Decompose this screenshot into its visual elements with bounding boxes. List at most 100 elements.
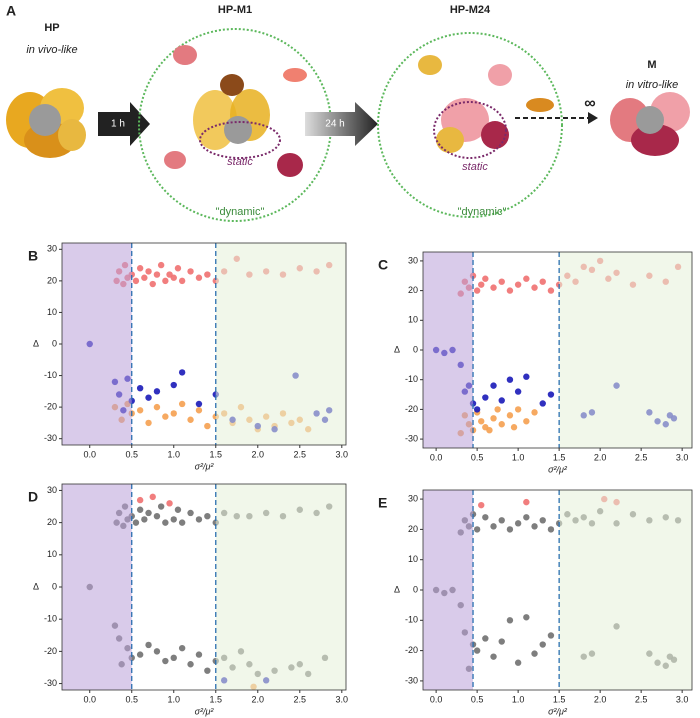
point (162, 657, 169, 665)
x-tick-label: 0.5 (471, 452, 484, 462)
point (136, 407, 144, 414)
point (132, 519, 140, 526)
y-tick-label: 10 (47, 549, 57, 559)
point (506, 412, 514, 419)
panel-label: A (6, 3, 16, 19)
point (539, 641, 546, 648)
point (547, 526, 555, 533)
point (136, 384, 144, 392)
point (178, 277, 186, 285)
label: HP-M1 (218, 4, 252, 16)
label: HP-M24 (450, 4, 491, 16)
point (531, 284, 538, 291)
y-tick-label: -20 (405, 645, 418, 655)
point (157, 261, 165, 269)
m-cluster (610, 92, 690, 156)
m24-cluster (418, 55, 554, 159)
point (174, 265, 182, 272)
point (531, 523, 538, 530)
y-tick-label: -10 (405, 615, 418, 625)
point (187, 661, 194, 668)
point (145, 509, 152, 517)
region (215, 243, 346, 445)
point (510, 424, 518, 431)
note: static (462, 161, 488, 173)
x-axis-label: σ²/μ² (548, 464, 568, 474)
point (498, 397, 505, 404)
point (145, 419, 152, 427)
point (473, 406, 481, 413)
point (490, 653, 497, 660)
point (153, 271, 161, 278)
point (162, 519, 169, 526)
region (62, 243, 132, 445)
y-tick-label: -30 (44, 433, 57, 443)
y-axis-label: Δ (394, 344, 400, 354)
y-axis-label: Δ (33, 338, 39, 348)
y-tick-label: 30 (408, 493, 418, 503)
x-tick-label: 0.5 (471, 694, 484, 704)
point (482, 275, 489, 282)
panel-label: C (378, 257, 388, 273)
point (141, 516, 148, 523)
point (523, 373, 530, 380)
x-tick-label: 0.0 (430, 694, 443, 704)
point (514, 388, 522, 395)
x-tick-label: 0.0 (83, 449, 96, 459)
point (132, 277, 140, 285)
x-tick-label: 1.5 (210, 694, 223, 704)
y-tick-label: -10 (44, 614, 57, 624)
point (498, 517, 505, 524)
region (423, 252, 474, 448)
note: "dynamic" (458, 206, 507, 218)
x-tick-label: 1.0 (512, 452, 525, 462)
point (170, 381, 177, 389)
x-axis-label: σ²/μ² (195, 461, 215, 471)
point (498, 278, 505, 285)
point (473, 287, 481, 294)
x-tick-label: 1.5 (553, 694, 566, 704)
point (195, 407, 203, 414)
point (204, 422, 211, 430)
point (195, 516, 203, 523)
y-tick-label: -20 (44, 402, 57, 412)
y-tick-label: -30 (405, 433, 418, 443)
point (174, 506, 182, 513)
label: M (647, 59, 656, 71)
region (559, 490, 692, 690)
point (145, 641, 152, 649)
y-tick-label: -30 (405, 675, 418, 685)
panel-label: B (28, 248, 38, 264)
point (506, 376, 514, 383)
point (490, 523, 497, 530)
point (523, 498, 530, 506)
y-tick-label: 30 (47, 244, 57, 254)
step-label: 24 h (325, 119, 344, 130)
m1-cluster (164, 45, 307, 177)
point (514, 520, 522, 527)
point (539, 517, 546, 524)
point (170, 274, 177, 281)
y-tick-label: 10 (408, 554, 418, 564)
y-axis-label: Δ (33, 581, 39, 591)
point (478, 501, 485, 509)
point (482, 394, 489, 401)
point (473, 526, 481, 533)
y-tick-label: 0 (52, 338, 57, 348)
x-tick-label: 2.0 (594, 694, 607, 704)
y-tick-label: 20 (408, 524, 418, 534)
point (547, 287, 555, 294)
y-tick-label: 0 (52, 581, 57, 591)
point (136, 265, 144, 272)
y-axis-label: Δ (394, 584, 400, 594)
x-tick-label: 1.0 (167, 449, 180, 459)
point (514, 659, 522, 666)
point (482, 635, 489, 642)
point (153, 388, 161, 395)
x-tick-label: 2.5 (294, 694, 307, 704)
y-tick-label: -10 (405, 374, 418, 384)
x-tick-label: 3.0 (676, 694, 689, 704)
point (187, 509, 194, 517)
point (187, 268, 194, 275)
point (195, 274, 203, 281)
